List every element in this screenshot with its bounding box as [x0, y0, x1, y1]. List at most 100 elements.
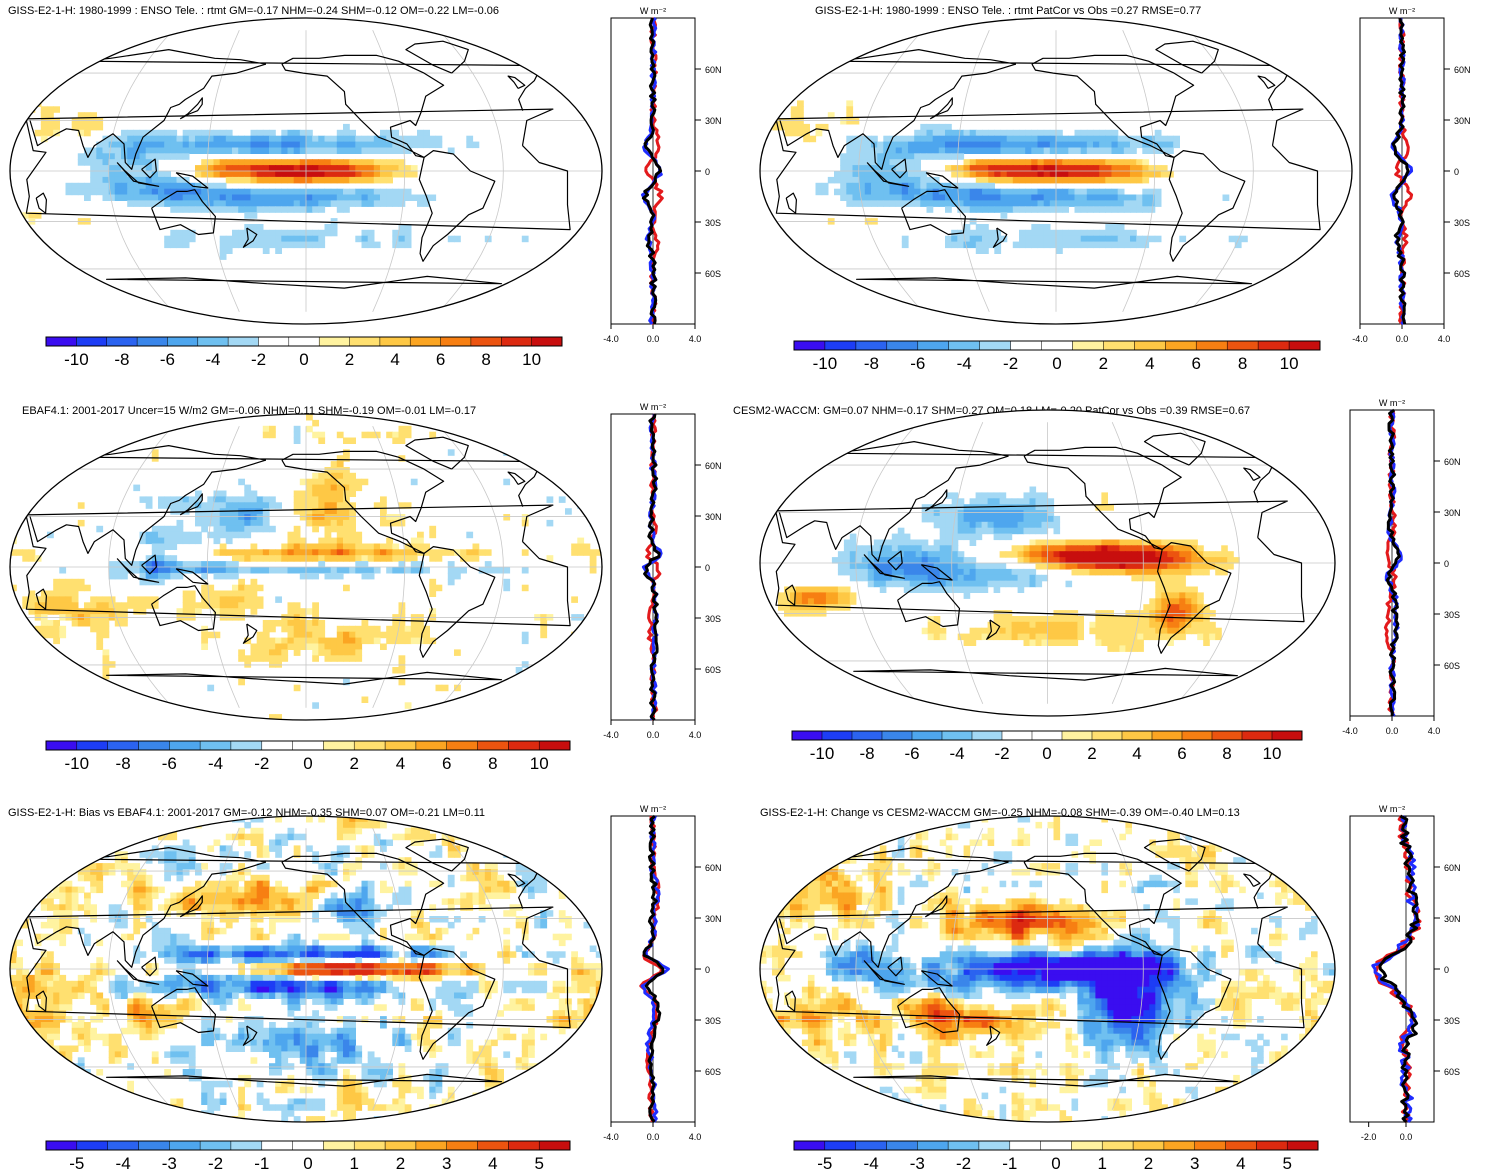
colorbar-bin — [1010, 340, 1042, 351]
colorbar-bin — [886, 340, 919, 351]
map-title: GISS-E2-1-H: Bias vs EBAF4.1: 2001-2017 … — [8, 807, 485, 819]
colorbar-bin — [1132, 1140, 1165, 1151]
colorbar-label: -2 — [1003, 354, 1018, 373]
profile-unit: W m⁻² — [1379, 398, 1405, 408]
colorbar-bin — [415, 1140, 448, 1151]
colorbar-label: -6 — [904, 744, 919, 763]
zonal-profile: W m⁻² 60N 30N 0 30S 60S -4.0 0.0 4.0 — [603, 804, 721, 1142]
colorbar-bin — [199, 1140, 232, 1151]
latitude-tick: 30S — [1454, 218, 1470, 228]
profile-unit: W m⁻² — [640, 402, 666, 412]
profile-black — [1378, 814, 1420, 1124]
colorbar-bin — [793, 1140, 826, 1151]
colorbar-label: -5 — [817, 1154, 832, 1173]
colorbar-bin — [941, 730, 973, 741]
latitude-tick: 0 — [705, 563, 710, 573]
colorbar-label: 0 — [303, 754, 312, 773]
map-title: GISS-E2-1-H: 1980-1999 : ENSO Tele. : rt… — [8, 5, 499, 17]
colorbar-bin — [508, 740, 540, 751]
colorbar-bin — [1211, 730, 1243, 741]
colorbar-bin — [45, 1140, 78, 1151]
profile-black — [1391, 17, 1410, 325]
colorbar-label: 2 — [1087, 744, 1096, 763]
colorbar-bin — [1257, 340, 1290, 351]
map-title: GISS-E2-1-H: 1980-1999 : ENSO Tele. : rt… — [815, 5, 1201, 17]
colorbar-label: -4 — [116, 1154, 131, 1173]
colorbar-bin — [261, 740, 294, 751]
colorbar-bin — [1225, 1140, 1257, 1151]
colorbar-label: -10 — [65, 754, 90, 773]
colorbar-label: 4 — [396, 754, 405, 773]
colorbar-bin — [1061, 730, 1093, 741]
latitude-tick: 60S — [705, 665, 721, 675]
colorbar-label: 8 — [1238, 354, 1247, 373]
latitude-tick: 30S — [705, 1016, 721, 1026]
map-field — [10, 18, 602, 324]
profile-xtick: 4.0 — [689, 730, 702, 740]
latitude-tick: 0 — [1444, 559, 1449, 569]
colorbar-bin — [538, 1140, 571, 1151]
colorbar-bin — [1101, 1140, 1134, 1151]
colorbar-label: -4 — [205, 350, 220, 369]
colorbar-label: 0 — [1051, 1154, 1060, 1173]
colorbar-bin — [947, 1140, 980, 1151]
colorbar-label: -8 — [114, 350, 129, 369]
colorbar-label: 4 — [390, 350, 399, 369]
zonal-profile: W m⁻² 60N 30N 0 30S 60S -4.0 0.0 4.0 — [603, 402, 721, 740]
colorbar-label: -4 — [949, 744, 964, 763]
colorbar-bin — [1091, 730, 1123, 741]
coastlines — [775, 432, 1305, 681]
profile-xtick: 0.0 — [1386, 726, 1399, 736]
coastlines — [25, 436, 571, 685]
map-border — [9, 17, 603, 325]
colorbar-bin — [851, 730, 883, 741]
latitude-tick: 30N — [1444, 508, 1461, 518]
colorbar-bin — [1226, 340, 1259, 351]
map-title: GISS-E2-1-H: Change vs CESM2-WACCM GM=-0… — [760, 807, 1240, 819]
zonal-profile: W m⁻² 60N 30N 0 30S 60S -2.0 0.0 — [1349, 804, 1461, 1142]
colorbar-label: -10 — [813, 354, 838, 373]
colorbar-label: 6 — [1191, 354, 1200, 373]
colorbar-label: -1 — [254, 1154, 269, 1173]
profile-xtick: -2.0 — [1361, 1132, 1377, 1142]
latitude-tick: 30N — [705, 116, 722, 126]
colorbar-label: 1 — [1097, 1154, 1106, 1173]
colorbar-bin — [230, 740, 263, 751]
colorbar-label: 3 — [442, 1154, 451, 1173]
colorbar: -10 -8 -6 -4 -2 0 2 4 6 8 10 — [791, 730, 1303, 763]
map-border — [759, 409, 1336, 717]
colorbar-bin — [107, 740, 139, 751]
colorbar-label: -3 — [162, 1154, 177, 1173]
latitude-tick: 30N — [1444, 914, 1461, 924]
latitude-tick: 0 — [705, 167, 710, 177]
latitude-tick: 30N — [705, 512, 722, 522]
colorbar: -10 -8 -6 -4 -2 0 2 4 6 8 10 — [45, 336, 563, 369]
profile-blue — [1371, 815, 1421, 1123]
colorbar-bin — [1001, 730, 1033, 741]
colorbar-bin — [1071, 1140, 1103, 1151]
profile-xtick: -4.0 — [1342, 726, 1358, 736]
colorbar-label: -2 — [994, 744, 1009, 763]
colorbar-label: 2 — [1099, 354, 1108, 373]
profile-xtick: 0.0 — [647, 1132, 660, 1142]
colorbar-label: 10 — [522, 350, 541, 369]
colorbar-bin — [971, 730, 1003, 741]
colorbar-bin — [409, 336, 442, 347]
map-border — [9, 815, 603, 1123]
coastlines — [25, 40, 571, 289]
graticule — [10, 425, 602, 709]
colorbar-label: 5 — [1282, 1154, 1291, 1173]
colorbar-bin — [169, 1140, 201, 1151]
colorbar-bin — [446, 1140, 478, 1151]
colorbar-label: 0 — [1052, 354, 1061, 373]
colorbar-label: 10 — [1263, 744, 1282, 763]
map-field — [10, 816, 602, 1122]
colorbar-label: 2 — [396, 1154, 405, 1173]
colorbar-label: -6 — [162, 754, 177, 773]
colorbar-bin — [1195, 340, 1228, 351]
map-title: CESM2-WACCM: GM=0.07 NHM=-0.17 SHM=0.27 … — [733, 405, 1250, 417]
colorbar-bin — [1256, 1140, 1288, 1151]
zonal-profile: W m⁻² 60N 30N 0 30S 60S -4.0 0.0 4.0 — [1352, 6, 1470, 344]
colorbar-label: 4 — [488, 1154, 497, 1173]
